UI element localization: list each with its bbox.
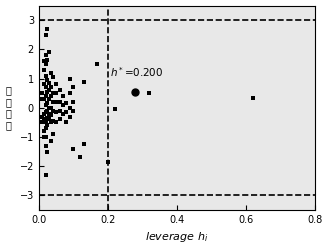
Y-axis label: 标
准
残
差: 标 准 残 差	[6, 86, 11, 130]
X-axis label: leverage $h_i$: leverage $h_i$	[145, 230, 209, 244]
Text: $h^*$=0.200: $h^*$=0.200	[110, 65, 163, 79]
